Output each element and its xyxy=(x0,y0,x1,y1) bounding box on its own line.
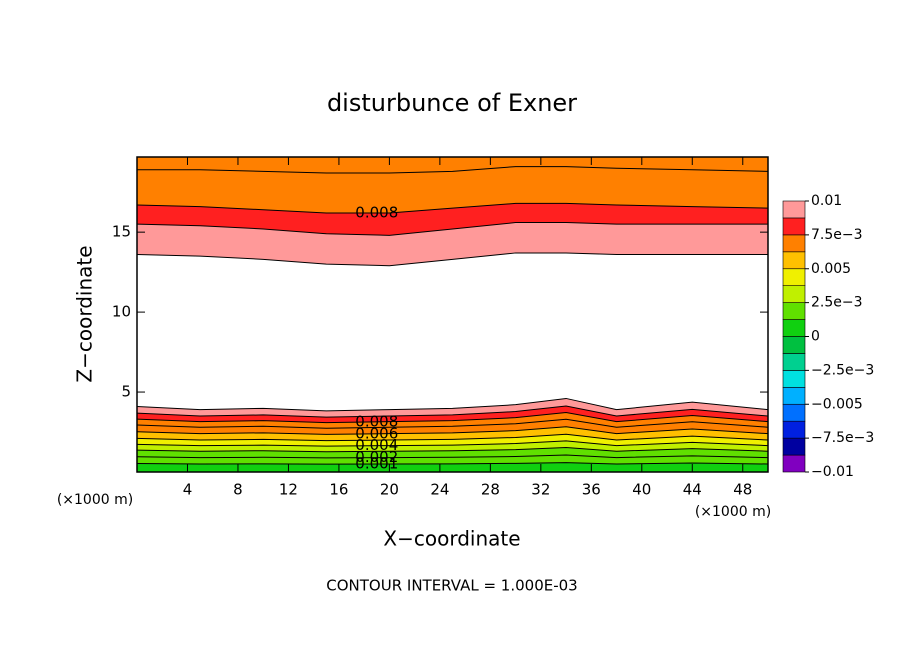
contour-line xyxy=(137,440,768,447)
contour-fill xyxy=(137,398,768,418)
contour-fill xyxy=(137,426,768,441)
plot-frame xyxy=(136,156,769,473)
colorbar-box xyxy=(782,437,806,456)
contour-line xyxy=(137,166,768,174)
colorbar-tick-label: 0 xyxy=(811,329,820,345)
x-tick-label: 28 xyxy=(481,481,500,499)
x-tick-label: 16 xyxy=(329,481,348,499)
contour-fill xyxy=(137,412,768,429)
colorbar-box xyxy=(782,403,806,422)
x-tick-label: 32 xyxy=(531,481,550,499)
contour-line xyxy=(137,418,768,429)
contour-label: 0.008 xyxy=(355,412,398,430)
colorbar-box xyxy=(782,387,806,405)
colorbar-box xyxy=(782,302,806,320)
colorbar-box xyxy=(782,200,806,219)
contour-fill xyxy=(137,447,768,458)
contour-line xyxy=(137,462,768,465)
footer-note: CONTOUR INTERVAL = 1.000E-03 xyxy=(326,577,577,595)
x-tick-label: 40 xyxy=(632,481,651,499)
colorbar-box xyxy=(782,234,806,253)
colorbar-box xyxy=(782,353,806,371)
colorbar-box xyxy=(782,454,806,473)
contour-line xyxy=(137,426,768,435)
colorbar-tick-label: 7.5e−3 xyxy=(811,227,863,243)
colorbar-tick-label: −0.01 xyxy=(811,464,854,480)
contour-line xyxy=(137,412,768,424)
colorbar-tick-label: −2.5e−3 xyxy=(811,362,874,378)
colorbar-box xyxy=(782,319,806,337)
chart-title: disturbunce of Exner xyxy=(327,89,577,117)
contour-line xyxy=(137,447,768,453)
colorbar-box xyxy=(782,268,806,286)
contour-fill xyxy=(137,440,768,452)
colorbar-box xyxy=(782,370,806,388)
y-tick-label: 15 xyxy=(112,223,131,241)
contour-line xyxy=(137,454,768,459)
colorbar-box xyxy=(782,285,806,303)
y-axis-label: Z−coordinate xyxy=(73,245,97,382)
contour-fill xyxy=(137,166,768,213)
colorbar-tick-label: 0.01 xyxy=(811,193,842,209)
colorbar-box xyxy=(782,217,806,236)
contour-fill xyxy=(137,157,768,173)
contour-fill xyxy=(137,405,768,423)
colorbar-tick-label: 0.005 xyxy=(811,261,851,277)
y-tick-label: 5 xyxy=(121,383,131,401)
x-tick-label: 12 xyxy=(279,481,298,499)
contour-line xyxy=(137,222,768,236)
x-unit-label: (×1000 m) xyxy=(57,492,133,508)
x-tick-label: 20 xyxy=(380,481,399,499)
x-tick-label: 4 xyxy=(183,481,193,499)
contour-line xyxy=(137,433,768,442)
contour-fill xyxy=(137,462,768,472)
contour-fill xyxy=(137,419,768,435)
contour-label: 0.001 xyxy=(355,455,398,473)
contour-line xyxy=(137,405,768,418)
x-tick-label: 44 xyxy=(683,481,702,499)
colorbar-tick-label: −0.005 xyxy=(811,396,863,412)
colorbar-tick-label: 2.5e−3 xyxy=(811,295,863,311)
colorbar-box xyxy=(782,420,806,439)
x-tick-label: 8 xyxy=(233,481,243,499)
contour-fill xyxy=(137,222,768,266)
x-unit-label: (×1000 m) xyxy=(695,504,771,520)
contour-label: 0.008 xyxy=(355,203,398,221)
contour-label: 0.002 xyxy=(355,448,398,466)
colorbar-box xyxy=(782,251,806,270)
contour-line xyxy=(137,397,768,412)
y-tick-label: 10 xyxy=(112,303,131,321)
x-axis-label: X−coordinate xyxy=(383,527,520,551)
x-tick-label: 48 xyxy=(733,481,752,499)
contour-label: 0.006 xyxy=(355,424,398,442)
contour-fill xyxy=(137,434,768,447)
colorbar-tick-label: −7.5e−3 xyxy=(811,430,874,446)
contour-line xyxy=(137,252,768,267)
x-tick-label: 24 xyxy=(430,481,449,499)
x-tick-label: 36 xyxy=(582,481,601,499)
contour-line xyxy=(137,202,768,214)
colorbar-box xyxy=(782,336,806,354)
